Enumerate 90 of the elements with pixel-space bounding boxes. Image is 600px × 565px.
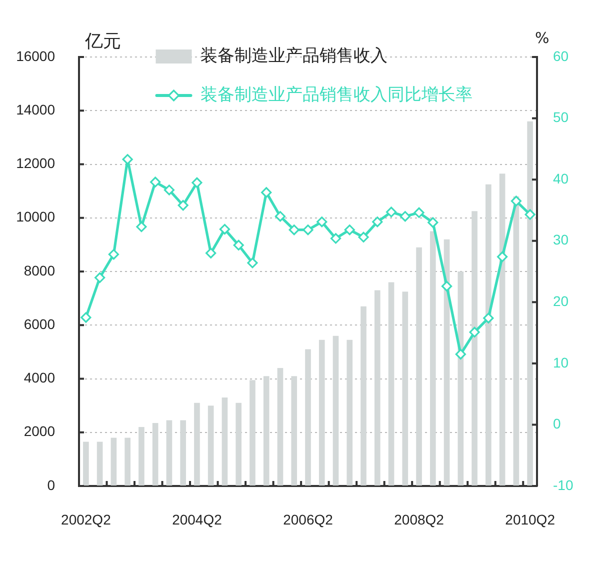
y2-tick-label: 20 — [553, 293, 569, 309]
point — [122, 154, 133, 165]
point — [94, 272, 106, 283]
x-tick-label: 2002Q2 — [61, 511, 112, 528]
point — [469, 326, 480, 338]
bar — [332, 336, 339, 486]
point — [219, 224, 230, 235]
point — [302, 224, 314, 236]
y-tick-label: 10000 — [16, 208, 56, 225]
bar — [430, 231, 436, 486]
bar — [124, 438, 130, 486]
x-tick-label: 2010Q2 — [505, 511, 556, 528]
point — [483, 312, 494, 324]
bar — [194, 402, 200, 486]
point — [358, 232, 369, 242]
bar — [388, 282, 394, 486]
y2-tick-label: 0 — [553, 416, 561, 432]
bar — [360, 306, 366, 486]
x-tick-label: 2008Q2 — [394, 511, 444, 528]
bar — [402, 292, 408, 486]
bar — [250, 380, 256, 486]
y-tick-label: 16000 — [16, 48, 56, 64]
point — [274, 211, 286, 222]
bar — [208, 406, 214, 486]
y-tick-label: 2000 — [24, 423, 56, 440]
point — [330, 233, 342, 244]
bar — [318, 340, 325, 486]
bar — [166, 420, 172, 486]
bar — [499, 174, 506, 486]
y2-tick-label: -10 — [553, 476, 574, 493]
bar — [291, 376, 298, 486]
y-tick-label: 0 — [47, 476, 56, 493]
bar — [222, 398, 228, 486]
point — [164, 184, 175, 196]
point — [455, 348, 466, 360]
bar — [152, 422, 158, 486]
bar — [236, 402, 242, 486]
bar — [110, 438, 117, 486]
point — [524, 209, 536, 220]
point — [386, 206, 397, 218]
point — [136, 221, 147, 232]
bar — [472, 211, 478, 486]
point — [178, 200, 188, 211]
point — [414, 207, 424, 218]
bar — [374, 290, 380, 486]
bar — [513, 196, 520, 486]
point — [288, 224, 300, 236]
bar — [263, 376, 270, 486]
bar — [96, 442, 103, 486]
bar — [486, 184, 492, 486]
bar — [346, 340, 353, 486]
point — [510, 196, 522, 206]
y-tick-label: 4000 — [24, 370, 56, 386]
y2-tick-label: 40 — [553, 170, 569, 186]
point — [247, 258, 258, 268]
point — [150, 176, 161, 188]
legend-label: 装备制造业产品销售收入同比增长率 — [200, 84, 472, 105]
point — [372, 216, 383, 228]
y2-tick-label: 10 — [553, 354, 569, 370]
y2-tick-label: 50 — [553, 109, 569, 126]
point — [108, 249, 119, 260]
bar — [138, 427, 144, 486]
point — [400, 211, 410, 222]
point — [344, 224, 355, 236]
point — [497, 251, 508, 262]
legend-label: 装备制造业产品销售收入 — [200, 46, 388, 66]
point — [233, 240, 244, 250]
point — [80, 312, 92, 323]
y-axis-title: 亿元 — [85, 31, 121, 52]
point — [316, 216, 328, 228]
bar — [305, 349, 311, 486]
x-tick-label: 2004Q2 — [172, 511, 222, 528]
point — [192, 177, 202, 188]
y-tick-label: 8000 — [24, 262, 56, 278]
x-tick-label: 2006Q2 — [283, 511, 334, 528]
y2-tick-label: 30 — [553, 232, 569, 248]
bar — [527, 121, 533, 486]
point — [261, 187, 272, 198]
y2-tick-label: 60 — [553, 48, 569, 64]
bar — [277, 368, 284, 486]
bar — [416, 247, 422, 486]
y2-axis-title: % — [535, 29, 550, 47]
point — [428, 217, 438, 228]
point — [441, 280, 452, 292]
point — [206, 248, 216, 258]
y-tick-label: 6000 — [24, 316, 56, 332]
y-tick-label: 14000 — [16, 101, 56, 118]
bar — [180, 420, 186, 486]
y-tick-label: 12000 — [16, 155, 56, 172]
bar — [83, 442, 89, 486]
